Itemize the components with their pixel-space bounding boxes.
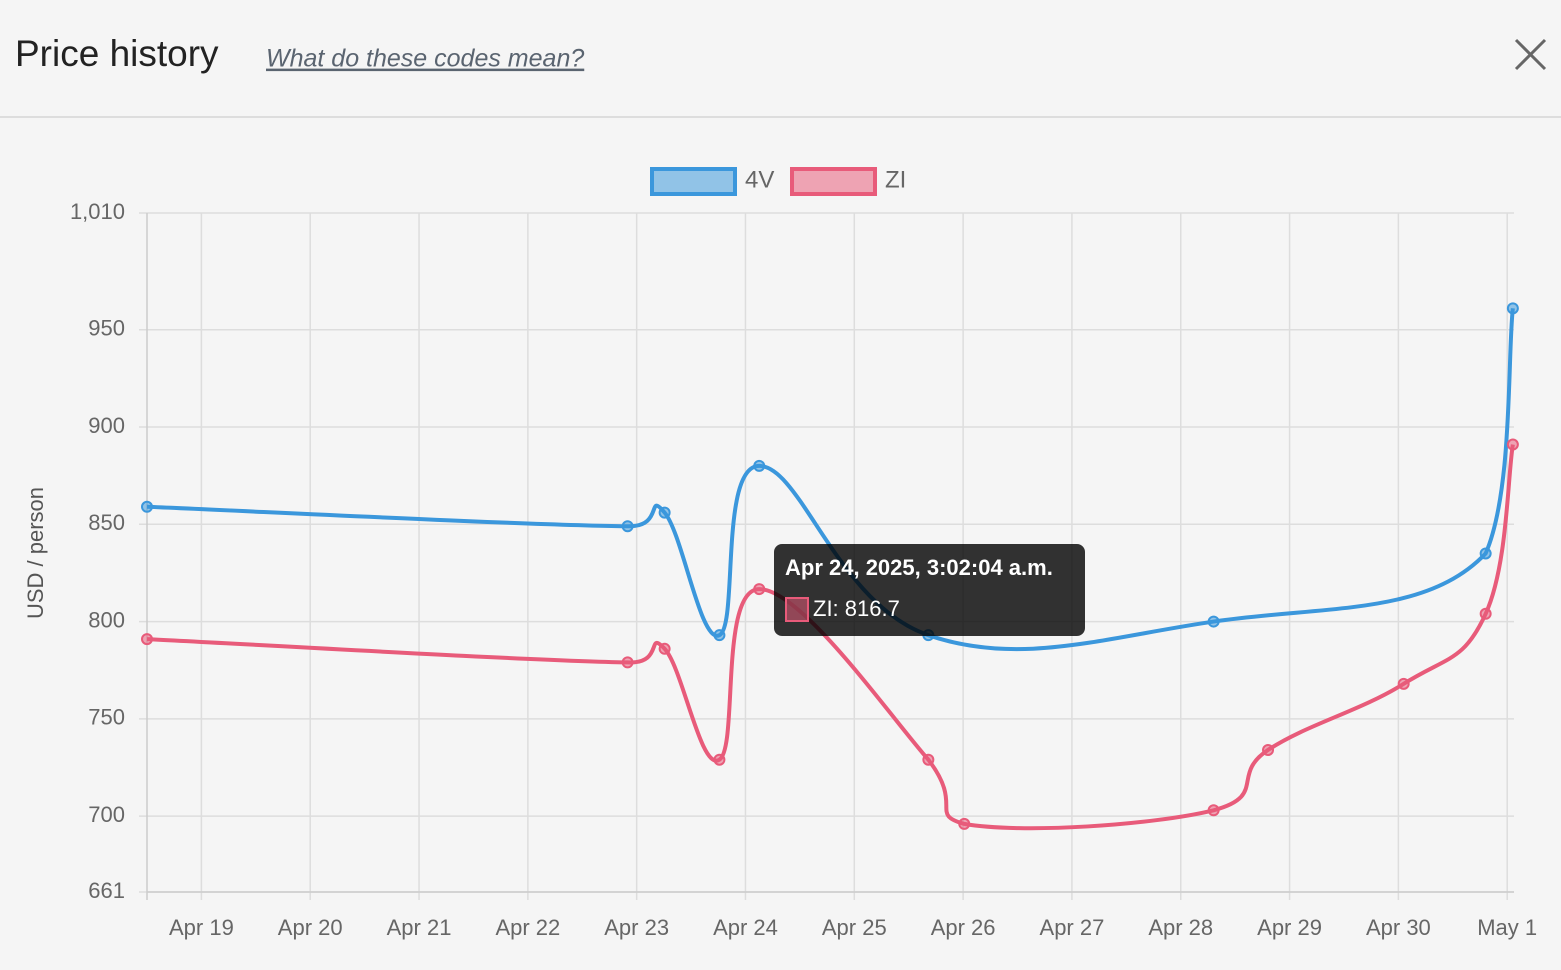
close-button[interactable] xyxy=(1514,38,1547,71)
legend-label: 4V xyxy=(745,166,774,193)
data-point xyxy=(658,506,671,519)
data-point xyxy=(141,633,153,646)
tooltip-title: Apr 24, 2025, 3:02:04 a.m. xyxy=(785,555,1053,580)
tooltip-swatch xyxy=(785,597,809,622)
data-point xyxy=(922,753,935,766)
x-tick-label: Apr 24 xyxy=(713,915,778,940)
data-point xyxy=(713,629,726,642)
legend-swatch xyxy=(650,167,737,196)
x-tick-label: Apr 23 xyxy=(604,915,669,940)
data-point xyxy=(1506,302,1519,315)
dialog-title: Price history xyxy=(15,33,219,74)
data-point xyxy=(753,459,766,472)
x-tick-label: Apr 21 xyxy=(387,915,452,940)
x-tick-label: Apr 20 xyxy=(278,915,343,940)
x-tick-label: Apr 26 xyxy=(931,915,996,940)
data-point xyxy=(1207,615,1220,628)
data-point xyxy=(1262,743,1275,756)
data-point xyxy=(621,520,634,533)
y-tick-label: 950 xyxy=(88,316,125,341)
x-tick-label: Apr 19 xyxy=(169,915,234,940)
data-point xyxy=(958,817,971,830)
data-point xyxy=(1479,547,1492,560)
close-icon xyxy=(1514,38,1547,71)
data-point xyxy=(141,500,153,513)
y-axis-title: USD / person xyxy=(23,487,48,619)
tooltip: Apr 24, 2025, 3:02:04 a.m. ZI: 816.7 xyxy=(774,544,1085,636)
y-tick-label: 800 xyxy=(88,607,125,632)
x-tick-label: May 1 xyxy=(1477,915,1537,940)
y-tick-label: 700 xyxy=(88,802,125,827)
x-tick-label: Apr 22 xyxy=(495,915,560,940)
legend-label: ZI xyxy=(885,166,906,193)
grid: 661 700 750 800 850 900 950 1,010 Apr 19 Apr 20 Ap… xyxy=(70,199,1537,940)
x-tick-label: Apr 27 xyxy=(1040,915,1105,940)
data-point xyxy=(1207,804,1220,817)
y-tick-label: 900 xyxy=(88,413,125,438)
data-point xyxy=(713,753,726,766)
x-tick-label: Apr 28 xyxy=(1148,915,1213,940)
data-point xyxy=(1479,607,1492,620)
tooltip-box xyxy=(774,544,1085,636)
x-tick-label: Apr 30 xyxy=(1366,915,1431,940)
data-point xyxy=(753,583,766,596)
y-tick-label: 661 xyxy=(88,878,125,903)
y-tick-label: 850 xyxy=(88,510,125,535)
y-tick-label: 750 xyxy=(88,705,125,730)
series-line xyxy=(146,444,1515,831)
y-tick-label: 1,010 xyxy=(70,199,125,224)
data-point xyxy=(621,656,634,669)
codes-link[interactable]: What do these codes mean? xyxy=(266,45,584,73)
legend: 4V ZI xyxy=(650,166,906,196)
x-tick-label: Apr 29 xyxy=(1257,915,1322,940)
plot xyxy=(141,302,1519,831)
data-point xyxy=(1506,438,1519,451)
x-tick-label: Apr 25 xyxy=(822,915,887,940)
data-point xyxy=(1397,677,1410,690)
tooltip-label: ZI: 816.7 xyxy=(813,596,900,621)
legend-swatch xyxy=(790,167,877,196)
data-point xyxy=(658,642,671,655)
